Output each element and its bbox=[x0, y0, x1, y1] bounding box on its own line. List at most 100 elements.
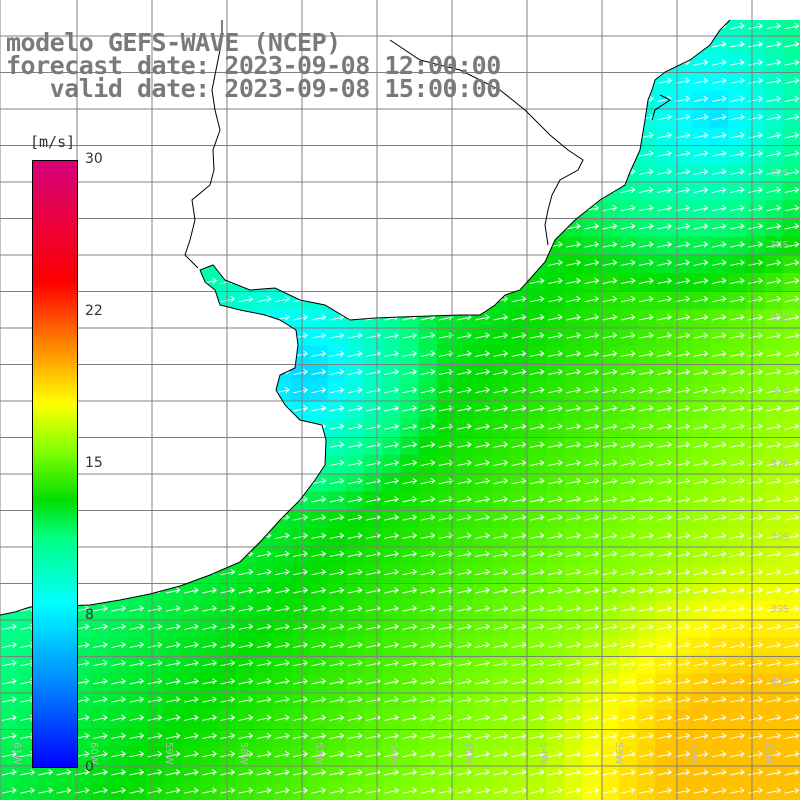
wind-arrow bbox=[766, 678, 782, 685]
wind-arrow bbox=[766, 696, 782, 703]
wind-arrow bbox=[620, 623, 636, 630]
wind-arrow bbox=[657, 350, 673, 357]
wind-arrow bbox=[384, 441, 400, 448]
wind-arrow bbox=[730, 641, 745, 649]
wind-arrow bbox=[548, 587, 563, 594]
wind-arrow bbox=[475, 659, 491, 667]
wind-arrow bbox=[602, 314, 618, 321]
wind-arrow bbox=[2, 750, 17, 758]
wind-arrow bbox=[748, 696, 764, 703]
wind-arrow bbox=[602, 277, 618, 285]
wind-arrow bbox=[93, 605, 108, 612]
wind-arrow bbox=[730, 113, 745, 121]
wind-arrow bbox=[402, 477, 418, 485]
wind-arrow bbox=[711, 259, 727, 266]
lat-label: 33S bbox=[770, 168, 789, 179]
wind-arrow bbox=[311, 678, 327, 685]
wind-arrow bbox=[238, 750, 254, 758]
wind-arrow bbox=[129, 605, 145, 612]
wind-arrow bbox=[675, 223, 691, 230]
wind-arrow bbox=[620, 587, 636, 594]
wind-arrow bbox=[438, 532, 454, 539]
wind-arrow bbox=[438, 678, 454, 685]
wind-arrow bbox=[657, 496, 673, 503]
wind-arrow bbox=[693, 623, 709, 630]
wind-arrow bbox=[620, 223, 636, 230]
wind-arrow bbox=[529, 605, 545, 612]
wind-arrow bbox=[693, 350, 709, 357]
wind-arrow bbox=[675, 459, 691, 467]
wind-arrow bbox=[675, 423, 691, 430]
wind-arrow bbox=[766, 787, 782, 794]
wind-arrow bbox=[711, 186, 727, 194]
wind-arrow bbox=[639, 368, 654, 376]
wind-arrow bbox=[748, 750, 764, 758]
wind-arrow bbox=[711, 605, 727, 612]
wind-arrow bbox=[438, 750, 454, 758]
wind-arrow bbox=[420, 550, 436, 558]
wind-arrow bbox=[766, 113, 782, 121]
wind-arrow bbox=[784, 623, 800, 630]
wind-arrow bbox=[766, 277, 782, 285]
wind-arrow bbox=[766, 532, 782, 539]
wind-arrow bbox=[384, 714, 400, 721]
wind-arrow bbox=[511, 750, 527, 758]
wind-arrow bbox=[420, 641, 436, 649]
wind-arrow bbox=[311, 368, 327, 376]
wind-arrow bbox=[384, 459, 400, 467]
wind-arrow bbox=[711, 150, 727, 157]
wind-arrow bbox=[711, 113, 727, 121]
wind-arrow bbox=[2, 641, 17, 649]
wind-arrow bbox=[347, 477, 363, 485]
wind-arrow bbox=[511, 605, 527, 612]
wind-arrow bbox=[548, 314, 563, 321]
wind-arrow bbox=[730, 41, 745, 48]
wind-arrow bbox=[457, 332, 472, 339]
wind-arrow bbox=[711, 532, 727, 539]
wind-arrow bbox=[657, 769, 673, 776]
wind-arrow bbox=[129, 750, 145, 758]
wind-arrow bbox=[329, 332, 345, 339]
wind-arrow bbox=[493, 732, 509, 740]
wind-arrow bbox=[311, 550, 327, 558]
wind-arrow bbox=[457, 423, 472, 430]
wind-arrow bbox=[147, 605, 163, 612]
border-uruguay-brazil bbox=[389, 39, 584, 246]
wind-arrow bbox=[730, 405, 745, 412]
wind-arrow bbox=[347, 659, 363, 667]
wind-arrow bbox=[675, 277, 691, 285]
wind-arrow bbox=[457, 605, 472, 612]
wind-arrow bbox=[748, 223, 764, 230]
wind-arrow bbox=[329, 550, 345, 558]
wind-arrow bbox=[675, 532, 691, 539]
wind-arrow bbox=[529, 550, 545, 558]
wind-arrow bbox=[238, 732, 254, 740]
wind-arrow bbox=[784, 550, 800, 558]
wind-arrow bbox=[639, 568, 654, 576]
wind-arrow bbox=[566, 532, 582, 539]
wind-arrow bbox=[657, 295, 673, 303]
wind-arrow bbox=[566, 623, 582, 630]
wind-arrow bbox=[529, 696, 545, 703]
wind-arrow bbox=[730, 532, 745, 539]
wind-arrow bbox=[184, 641, 199, 649]
wind-arrow bbox=[693, 332, 709, 339]
wind-arrow bbox=[457, 568, 472, 576]
wind-arrow bbox=[657, 132, 673, 139]
wind-arrow bbox=[548, 386, 563, 394]
wind-arrow bbox=[766, 750, 782, 758]
wind-arrow bbox=[275, 732, 290, 740]
wind-arrow bbox=[693, 150, 709, 157]
wind-arrow bbox=[548, 441, 563, 448]
wind-arrow bbox=[693, 368, 709, 376]
wind-arrow bbox=[438, 587, 454, 594]
wind-arrow bbox=[602, 386, 618, 394]
wind-arrow bbox=[766, 386, 782, 394]
wind-arrow bbox=[730, 368, 745, 376]
wind-arrow bbox=[457, 696, 472, 703]
wind-arrow bbox=[548, 295, 563, 303]
wind-arrow bbox=[620, 459, 636, 467]
wind-arrow bbox=[730, 514, 745, 521]
wind-arrow bbox=[438, 441, 454, 448]
wind-arrow bbox=[730, 150, 745, 157]
